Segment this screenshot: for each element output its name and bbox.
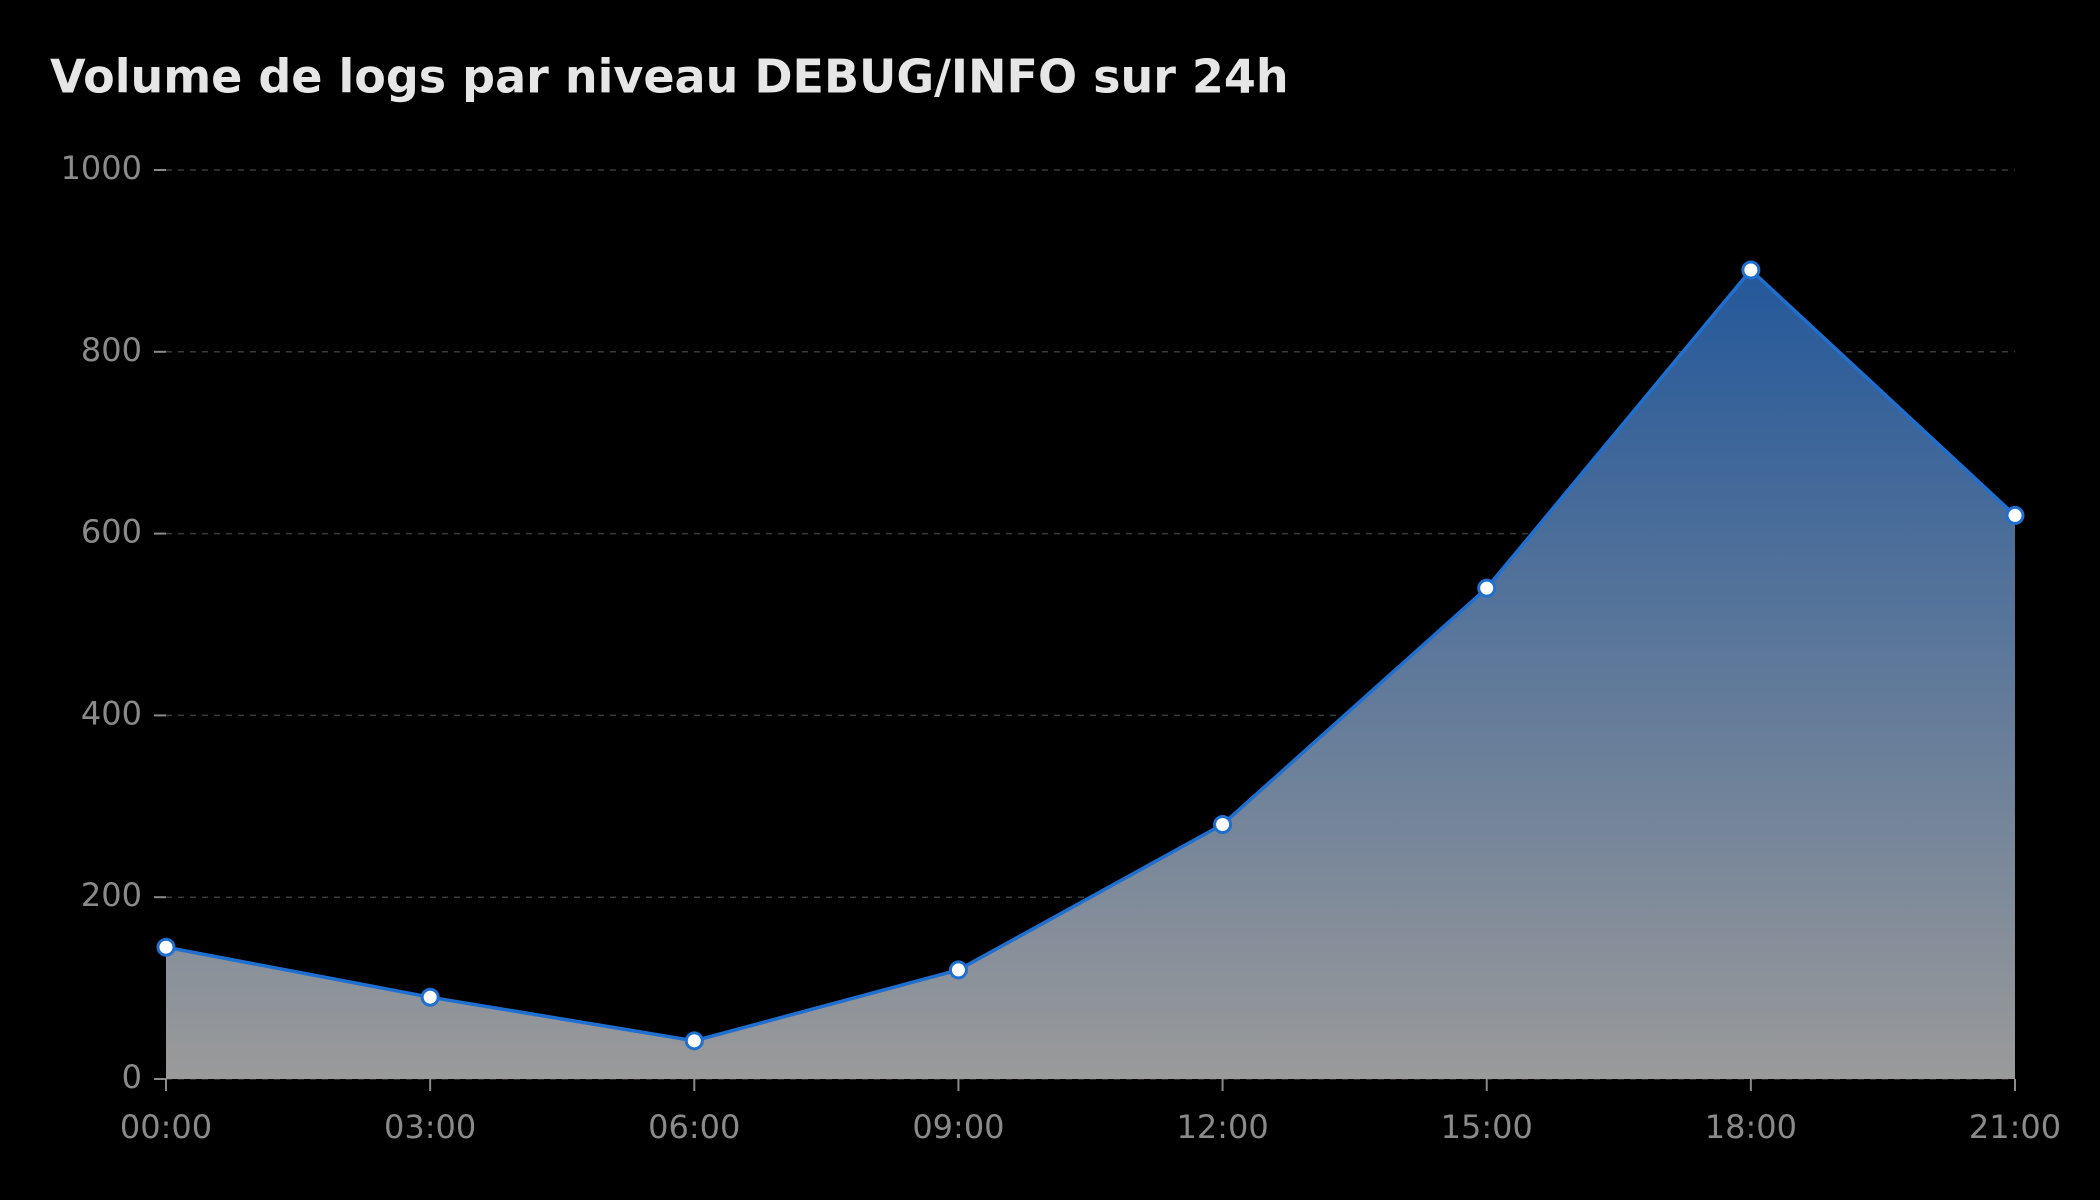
- area-fill: [166, 269, 2015, 1079]
- x-tick-label: 21:00: [1969, 1108, 2061, 1146]
- point: [684, 1031, 704, 1051]
- point: [156, 937, 176, 957]
- point: [1477, 578, 1497, 598]
- point: [1741, 260, 1761, 280]
- y-tick-label: 800: [81, 331, 142, 369]
- point: [420, 987, 440, 1007]
- y-tick-label: 200: [81, 876, 142, 914]
- y-tick-label: 1000: [61, 149, 142, 187]
- y-tick-label: 600: [81, 513, 142, 551]
- y-tick-label: 400: [81, 694, 142, 732]
- point: [2005, 505, 2025, 525]
- x-tick-label: 06:00: [648, 1108, 740, 1146]
- x-tick-label: 18:00: [1705, 1108, 1797, 1146]
- x-tick-label: 12:00: [1176, 1108, 1268, 1146]
- point: [1213, 814, 1233, 834]
- x-tick-label: 03:00: [384, 1108, 476, 1146]
- line: [165, 267, 2017, 1043]
- x-tick-label: 00:00: [120, 1108, 212, 1146]
- x-tick-label: 09:00: [912, 1108, 1004, 1146]
- x-tick-label: 15:00: [1441, 1108, 1533, 1146]
- point: [948, 960, 968, 980]
- chart-title: Volume de logs par niveau DEBUG/INFO sur…: [50, 50, 1289, 104]
- y-tick-label: 0: [122, 1058, 142, 1096]
